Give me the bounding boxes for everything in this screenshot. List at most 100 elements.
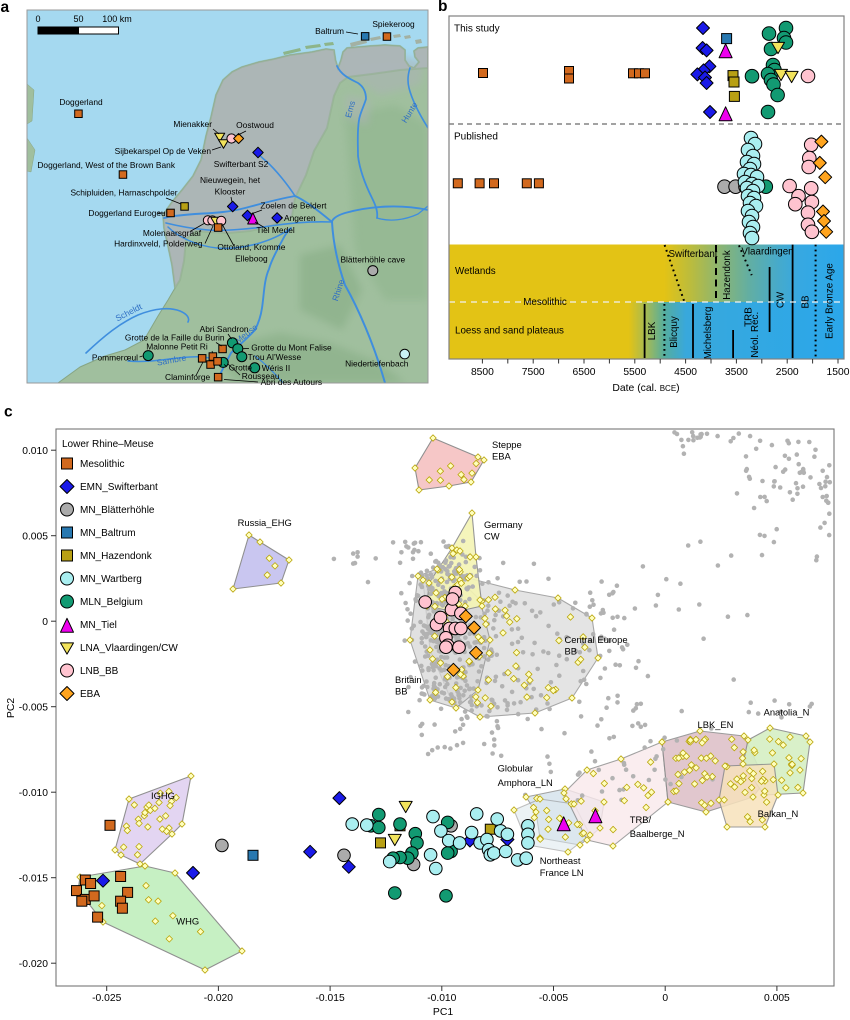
svg-text:Ottoland, Kromme: Ottoland, Kromme bbox=[217, 242, 285, 252]
svg-text:Central Europe: Central Europe bbox=[565, 634, 628, 645]
svg-text:Early Bronze Age: Early Bronze Age bbox=[825, 263, 836, 339]
svg-text:1500: 1500 bbox=[827, 367, 850, 378]
svg-text:Loess and sand plateaus: Loess and sand plateaus bbox=[455, 326, 564, 337]
svg-text:Published: Published bbox=[454, 132, 498, 143]
svg-text:Nieuwegein, het: Nieuwegein, het bbox=[200, 175, 261, 185]
svg-text:7500: 7500 bbox=[522, 367, 545, 378]
svg-text:TRB: TRB bbox=[744, 307, 755, 327]
svg-text:Angeren: Angeren bbox=[284, 213, 316, 223]
svg-text:PC1: PC1 bbox=[433, 1007, 453, 1018]
svg-text:MN_Blätterhöhle: MN_Blätterhöhle bbox=[80, 505, 155, 516]
svg-text:Sijbekarspel Op de Veken: Sijbekarspel Op de Veken bbox=[115, 146, 212, 156]
svg-text:Zoelen de Beldert: Zoelen de Beldert bbox=[260, 201, 327, 211]
svg-text:50: 50 bbox=[73, 14, 83, 24]
svg-text:BB: BB bbox=[801, 295, 812, 309]
svg-text:Mesolithic: Mesolithic bbox=[80, 459, 124, 470]
svg-text:This study: This study bbox=[454, 24, 500, 35]
svg-text:Vlaardingen: Vlaardingen bbox=[741, 247, 793, 258]
svg-text:Ems: Ems bbox=[343, 100, 357, 119]
svg-text:France LN: France LN bbox=[540, 867, 584, 878]
svg-text:Claminforge: Claminforge bbox=[165, 372, 210, 382]
svg-text:Doggerland: Doggerland bbox=[59, 97, 103, 107]
svg-text:a: a bbox=[1, 0, 10, 16]
svg-text:CW: CW bbox=[484, 530, 500, 541]
svg-text:PC2: PC2 bbox=[6, 698, 17, 718]
svg-text:Grotte: Grotte bbox=[229, 362, 253, 372]
svg-text:Anatolia_N: Anatolia_N bbox=[764, 707, 810, 718]
svg-text:-0.020: -0.020 bbox=[204, 993, 233, 1004]
svg-text:-0.010: -0.010 bbox=[427, 993, 456, 1004]
svg-text:IGHG: IGHG bbox=[151, 790, 175, 801]
svg-text:Blätterhöhle cave: Blätterhöhle cave bbox=[340, 255, 405, 265]
svg-text:Pommerœul: Pommerœul bbox=[92, 353, 138, 363]
svg-text:c: c bbox=[4, 404, 13, 421]
svg-text:LNB_BB: LNB_BB bbox=[80, 666, 119, 677]
svg-text:Klooster: Klooster bbox=[215, 187, 246, 197]
svg-text:Mesolithic: Mesolithic bbox=[523, 297, 567, 308]
svg-text:Germany: Germany bbox=[484, 519, 523, 530]
svg-text:Oostwoud: Oostwoud bbox=[236, 120, 274, 130]
svg-text:Rousseau: Rousseau bbox=[242, 371, 280, 381]
svg-text:Elleboog: Elleboog bbox=[235, 254, 268, 264]
svg-text:Russia_EHG: Russia_EHG bbox=[238, 517, 292, 528]
svg-text:4500: 4500 bbox=[674, 367, 697, 378]
svg-text:Balkan_N: Balkan_N bbox=[758, 808, 799, 819]
svg-text:Doggerland Eurogeul: Doggerland Eurogeul bbox=[88, 208, 167, 218]
svg-text:-0.005: -0.005 bbox=[19, 702, 48, 713]
svg-text:8500: 8500 bbox=[471, 367, 494, 378]
svg-text:2500: 2500 bbox=[776, 367, 799, 378]
svg-text:-0.010: -0.010 bbox=[19, 788, 48, 799]
svg-text:6500: 6500 bbox=[573, 367, 596, 378]
svg-text:BB: BB bbox=[565, 645, 578, 656]
svg-text:TRB/: TRB/ bbox=[630, 814, 652, 825]
svg-text:Lower Rhine–Meuse: Lower Rhine–Meuse bbox=[62, 439, 154, 450]
svg-text:MN_Tiel: MN_Tiel bbox=[80, 620, 117, 631]
svg-text:Spiekeroog: Spiekeroog bbox=[372, 19, 415, 29]
svg-text:Wetlands: Wetlands bbox=[455, 266, 496, 277]
svg-text:b: b bbox=[438, 0, 447, 15]
svg-text:Trou Al’Wesse: Trou Al’Wesse bbox=[248, 352, 302, 362]
svg-text:Doggerland, West of the Brown: Doggerland, West of the Brown Bank bbox=[37, 160, 175, 170]
svg-text:LNA_Vlaardingen/CW: LNA_Vlaardingen/CW bbox=[80, 643, 178, 654]
svg-text:Steppe: Steppe bbox=[492, 439, 522, 450]
svg-text:-0.005: -0.005 bbox=[539, 993, 568, 1004]
svg-text:EMN_Swifterbant: EMN_Swifterbant bbox=[80, 482, 158, 493]
svg-text:Baalberge_N: Baalberge_N bbox=[630, 828, 685, 839]
svg-text:0: 0 bbox=[35, 14, 40, 24]
svg-text:Abri des Autours: Abri des Autours bbox=[261, 377, 322, 387]
svg-text:0.005: 0.005 bbox=[22, 531, 48, 542]
svg-text:Malonne Petit Ri: Malonne Petit Ri bbox=[146, 341, 208, 351]
svg-text:-0.015: -0.015 bbox=[315, 993, 344, 1004]
svg-text:100 km: 100 km bbox=[102, 14, 132, 24]
svg-text:Niedertiefenbach: Niedertiefenbach bbox=[345, 359, 409, 369]
svg-text:Swifterbant: Swifterbant bbox=[668, 249, 717, 260]
svg-text:MN_Baltrum: MN_Baltrum bbox=[80, 528, 136, 539]
svg-text:BB: BB bbox=[395, 685, 408, 696]
svg-text:WHG: WHG bbox=[176, 916, 199, 927]
svg-text:Schipluiden, Harnaschpolder: Schipluiden, Harnaschpolder bbox=[70, 188, 177, 198]
svg-text:0.005: 0.005 bbox=[764, 993, 790, 1004]
svg-text:Blicquy: Blicquy bbox=[669, 316, 680, 348]
svg-text:Mienakker: Mienakker bbox=[173, 119, 212, 129]
svg-text:0: 0 bbox=[42, 617, 48, 628]
svg-text:EBA: EBA bbox=[80, 689, 100, 700]
svg-text:0.010: 0.010 bbox=[22, 446, 48, 457]
svg-text:Swifterbant S2: Swifterbant S2 bbox=[214, 159, 269, 169]
svg-text:3500: 3500 bbox=[725, 367, 748, 378]
svg-text:-0.015: -0.015 bbox=[19, 873, 48, 884]
svg-text:Date (cal. BCE): Date (cal. BCE) bbox=[612, 383, 679, 394]
svg-text:EBA: EBA bbox=[492, 450, 512, 461]
svg-text:Abri Sandron: Abri Sandron bbox=[200, 324, 249, 334]
svg-text:5500: 5500 bbox=[623, 367, 646, 378]
svg-text:0: 0 bbox=[662, 993, 668, 1004]
svg-text:CW: CW bbox=[776, 291, 787, 308]
svg-text:MN_Wartberg: MN_Wartberg bbox=[80, 574, 142, 585]
svg-text:Hardinxveld, Polderweg: Hardinxveld, Polderweg bbox=[114, 239, 203, 249]
svg-text:LBK_EN: LBK_EN bbox=[698, 719, 734, 730]
svg-text:Globular: Globular bbox=[498, 763, 533, 774]
svg-text:Grotte du Mont Falise: Grotte du Mont Falise bbox=[251, 343, 332, 353]
svg-text:MN_Hazendonk: MN_Hazendonk bbox=[80, 551, 153, 562]
svg-text:MLN_Belgium: MLN_Belgium bbox=[80, 597, 143, 608]
svg-text:Northeast: Northeast bbox=[540, 855, 581, 866]
svg-text:-0.020: -0.020 bbox=[19, 959, 48, 970]
